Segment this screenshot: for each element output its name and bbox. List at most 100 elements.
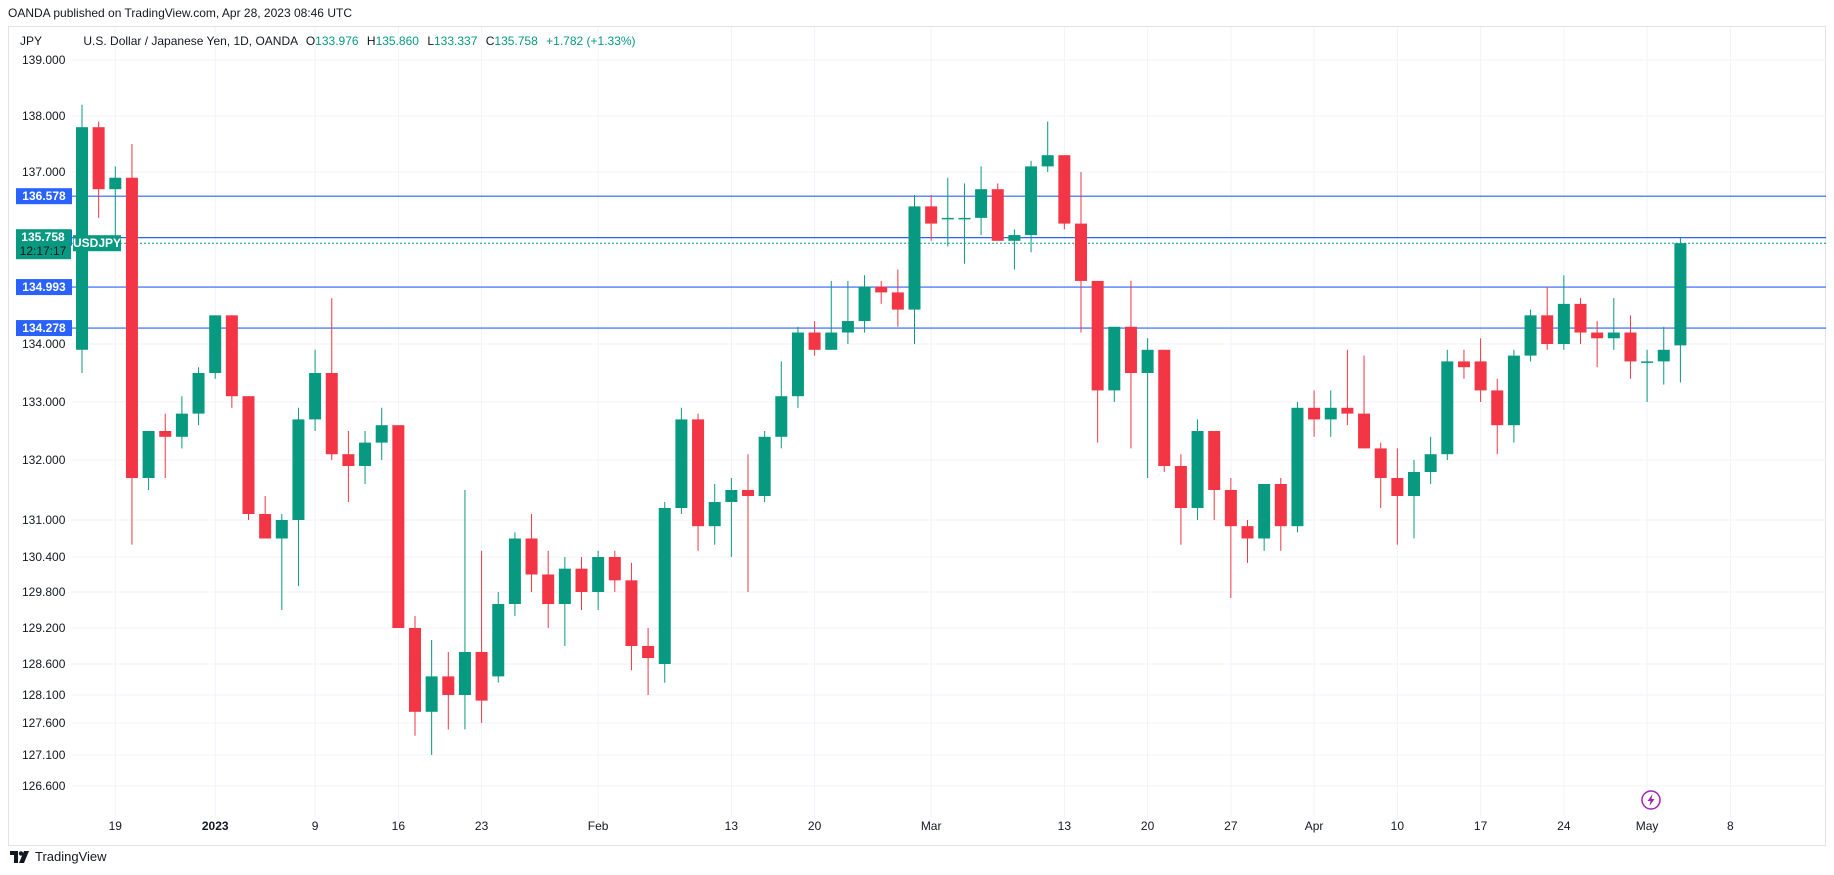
candle-body [325,373,338,455]
candle-body [642,646,655,658]
candle-body [1557,303,1570,344]
level-tag-value: 136.578 [22,189,66,203]
symbol-description[interactable]: U.S. Dollar / Japanese Yen, 1D, OANDA [83,34,298,48]
candle [858,275,871,333]
candle [758,431,771,502]
candle-body [1308,407,1321,420]
time-tick-label: 17 [1474,819,1488,833]
candle-body [1075,223,1087,281]
candle-body [1524,315,1537,356]
candle [1574,298,1587,344]
price-tick-label: 127.100 [22,748,66,762]
symbol-tag-text: USDJPY [73,236,121,250]
candle [1191,419,1204,520]
candle-body [1208,431,1221,490]
candle [991,183,1004,241]
candle [908,194,921,344]
candle-body [1341,407,1354,414]
level-price-tag: 136.578 [16,188,72,205]
price-tick-label: 139.000 [22,53,66,67]
candle [375,407,388,460]
candle [1408,460,1420,539]
time-axis: 19 2023 9 16 23 Feb 13 20 Mar 13 20 27 Apr 10 17 24 May 8 [109,819,1734,833]
candle [1557,275,1570,350]
candle-body [558,568,571,604]
candle-body [1507,355,1520,426]
candle [192,367,205,426]
candle [958,183,971,264]
candle-body [1457,361,1470,368]
candle-body [442,676,455,695]
candle-body [292,419,305,520]
high-label: H [366,34,376,48]
open-value: 133.976 [315,34,359,48]
candle [1141,338,1154,478]
candle [1474,338,1487,402]
candle [1025,160,1038,253]
candle-body [742,490,754,496]
symbol-tag-bg [73,235,121,252]
candle [1341,349,1354,426]
candle [1041,121,1054,172]
candle [1424,436,1437,484]
candle [492,592,505,683]
candle [142,431,155,490]
candle [825,280,838,350]
candle-body [409,628,421,712]
candle-body [475,652,488,701]
candle-body [342,454,355,466]
time-tick-label: 9 [312,819,319,833]
candle-body [858,286,871,322]
candle [508,532,521,616]
level-tag-value: 134.993 [22,280,66,294]
time-tick-label: 20 [808,819,822,833]
candle [292,407,305,587]
time-tick-label: 2023 [202,819,229,833]
candle-body [492,604,505,677]
level-tag-value: 134.278 [22,321,66,335]
candle [1374,442,1387,508]
lightning-icon[interactable] [1641,790,1661,810]
candle-body [225,315,238,397]
candle [1258,484,1271,551]
candle-body [209,315,222,373]
candle [1441,349,1454,460]
candle-body [1574,303,1587,333]
candle-body [1291,407,1304,527]
candle [1507,349,1520,443]
last-price-value: 135.758 [21,230,65,244]
candle [808,321,821,356]
candle [159,413,172,478]
candle-body [891,292,904,310]
candle-body [392,425,405,628]
high-value: 135.860 [375,34,419,48]
candle [675,407,688,514]
candle-body [359,442,372,466]
candle [1158,349,1171,472]
price-tick-label: 137.000 [22,165,66,179]
candle-body [808,332,821,350]
candle [1491,378,1504,455]
tradingview-footer[interactable]: TradingView [10,849,107,864]
candle-body [1258,484,1271,539]
candle [1224,478,1237,598]
time-tick-label: Feb [588,819,609,833]
candle [125,144,138,545]
candle-body [908,206,921,310]
candle-body [1408,472,1420,496]
price-tick-label: 134.000 [22,337,66,351]
candle [742,454,754,592]
candle-body [542,574,555,604]
candle [475,550,488,723]
candle-body [1274,484,1287,527]
tradingview-brand: TradingView [35,849,107,864]
candle [1674,237,1687,383]
level-tag-bg [16,279,72,296]
time-tick-label: Mar [921,819,942,833]
tradingview-logo-icon [10,850,29,863]
candle [625,562,638,671]
candle-body [991,189,1004,241]
candle-body [508,538,521,604]
candle [259,496,272,539]
